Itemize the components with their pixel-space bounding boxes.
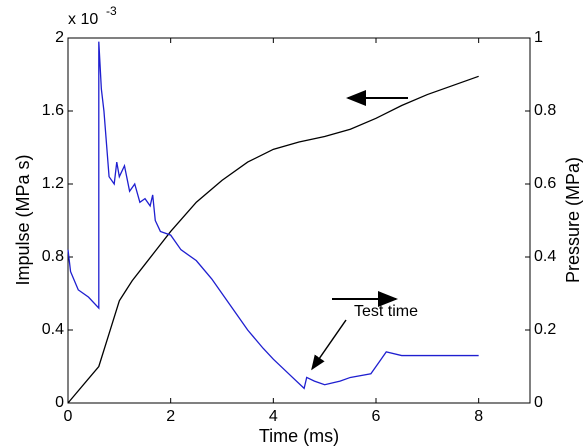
y-tick-label: 1.6 [42, 102, 64, 119]
x-tick-label: 6 [372, 408, 381, 425]
y-tick-label: 0.4 [42, 321, 64, 338]
annotation-arrow [311, 319, 347, 371]
y-multiplier-exponent: -3 [106, 4, 117, 18]
data-line [67, 75, 479, 404]
y-tick-label: 2 [55, 29, 64, 46]
x-tick-label: 8 [474, 408, 483, 425]
y2-tick-label: 0.4 [534, 248, 556, 265]
y2-tick-label: 1 [534, 29, 543, 46]
plot-frame [67, 37, 531, 404]
data-line [67, 41, 479, 390]
x-tick-label: 0 [64, 408, 73, 425]
y2-tick-label: 0 [534, 394, 543, 411]
y2-tick-label: 0.8 [534, 102, 556, 119]
y2-tick-label: 0.2 [534, 321, 556, 338]
y-tick-label: 1.2 [42, 175, 64, 192]
y-axis-label: Impulse (MPa s) [13, 154, 33, 285]
y-tick-label: 0 [55, 394, 64, 411]
x-axis-label: Time (ms) [259, 426, 339, 446]
y2-tick-label: 0.6 [534, 175, 556, 192]
annotation: Test time [354, 303, 418, 320]
x-tick-label: 4 [269, 408, 278, 425]
y-tick-label: 0.8 [42, 248, 64, 265]
x-tick-label: 2 [166, 408, 175, 425]
y2-axis-label: Pressure (MPa) [563, 157, 583, 283]
y-multiplier: x 10 [68, 11, 98, 28]
